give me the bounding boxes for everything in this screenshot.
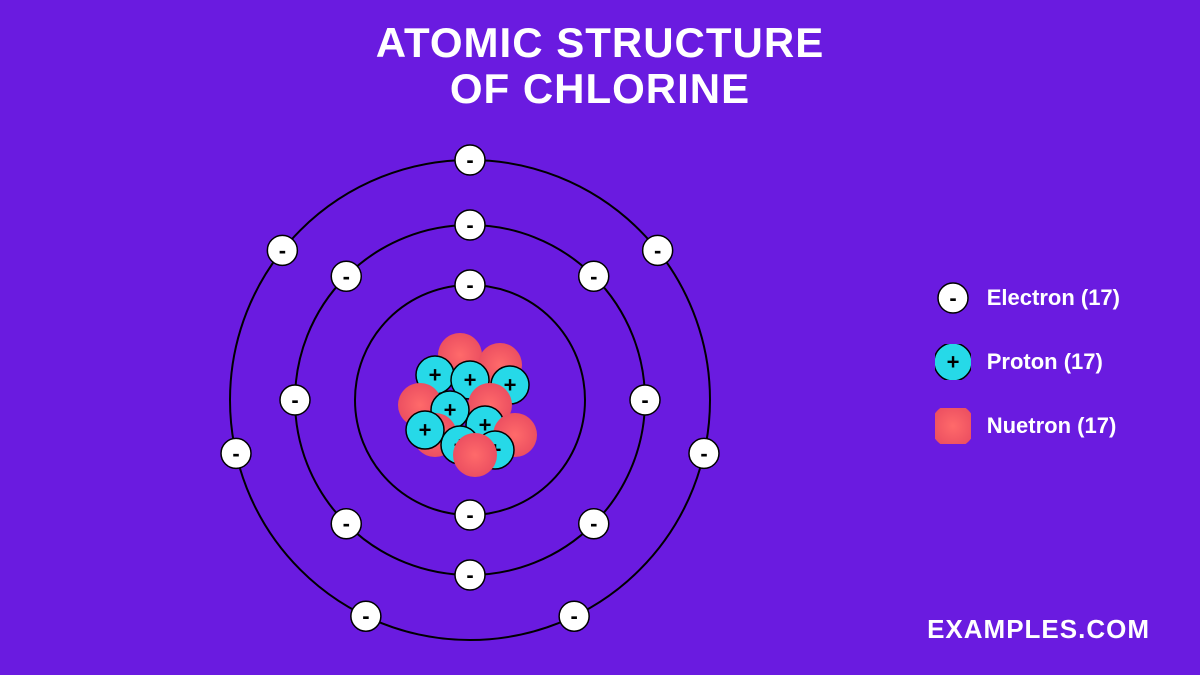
svg-text:-: - bbox=[466, 148, 473, 173]
svg-text:-: - bbox=[232, 441, 239, 466]
legend: - Electron (17) + Proton (17) Nuetron (1… bbox=[935, 280, 1120, 444]
neutron-icon bbox=[935, 408, 971, 444]
svg-text:-: - bbox=[590, 264, 597, 289]
legend-row-electron: - Electron (17) bbox=[935, 280, 1120, 316]
svg-text:-: - bbox=[291, 388, 298, 413]
legend-label-electron: Electron (17) bbox=[987, 285, 1120, 311]
svg-text:-: - bbox=[466, 273, 473, 298]
svg-text:-: - bbox=[343, 511, 350, 536]
legend-label-neutron: Nuetron (17) bbox=[987, 413, 1117, 439]
proton-icon: + bbox=[935, 344, 971, 380]
svg-text:-: - bbox=[279, 238, 286, 263]
svg-text:+: + bbox=[946, 350, 959, 375]
svg-text:-: - bbox=[570, 604, 577, 629]
electron-icon: - bbox=[935, 280, 971, 316]
svg-text:-: - bbox=[949, 286, 956, 311]
svg-text:+: + bbox=[429, 363, 442, 388]
legend-row-proton: + Proton (17) bbox=[935, 344, 1120, 380]
svg-text:-: - bbox=[362, 604, 369, 629]
svg-text:-: - bbox=[700, 441, 707, 466]
svg-text:-: - bbox=[654, 238, 661, 263]
svg-text:+: + bbox=[464, 368, 477, 393]
svg-text:-: - bbox=[590, 511, 597, 536]
svg-text:-: - bbox=[466, 563, 473, 588]
svg-text:-: - bbox=[466, 503, 473, 528]
svg-text:+: + bbox=[419, 418, 432, 443]
legend-label-proton: Proton (17) bbox=[987, 349, 1103, 375]
svg-text:-: - bbox=[343, 264, 350, 289]
svg-text:-: - bbox=[466, 213, 473, 238]
svg-text:-: - bbox=[641, 388, 648, 413]
legend-row-neutron: Nuetron (17) bbox=[935, 408, 1120, 444]
brand-text: EXAMPLES.COM bbox=[927, 614, 1150, 645]
